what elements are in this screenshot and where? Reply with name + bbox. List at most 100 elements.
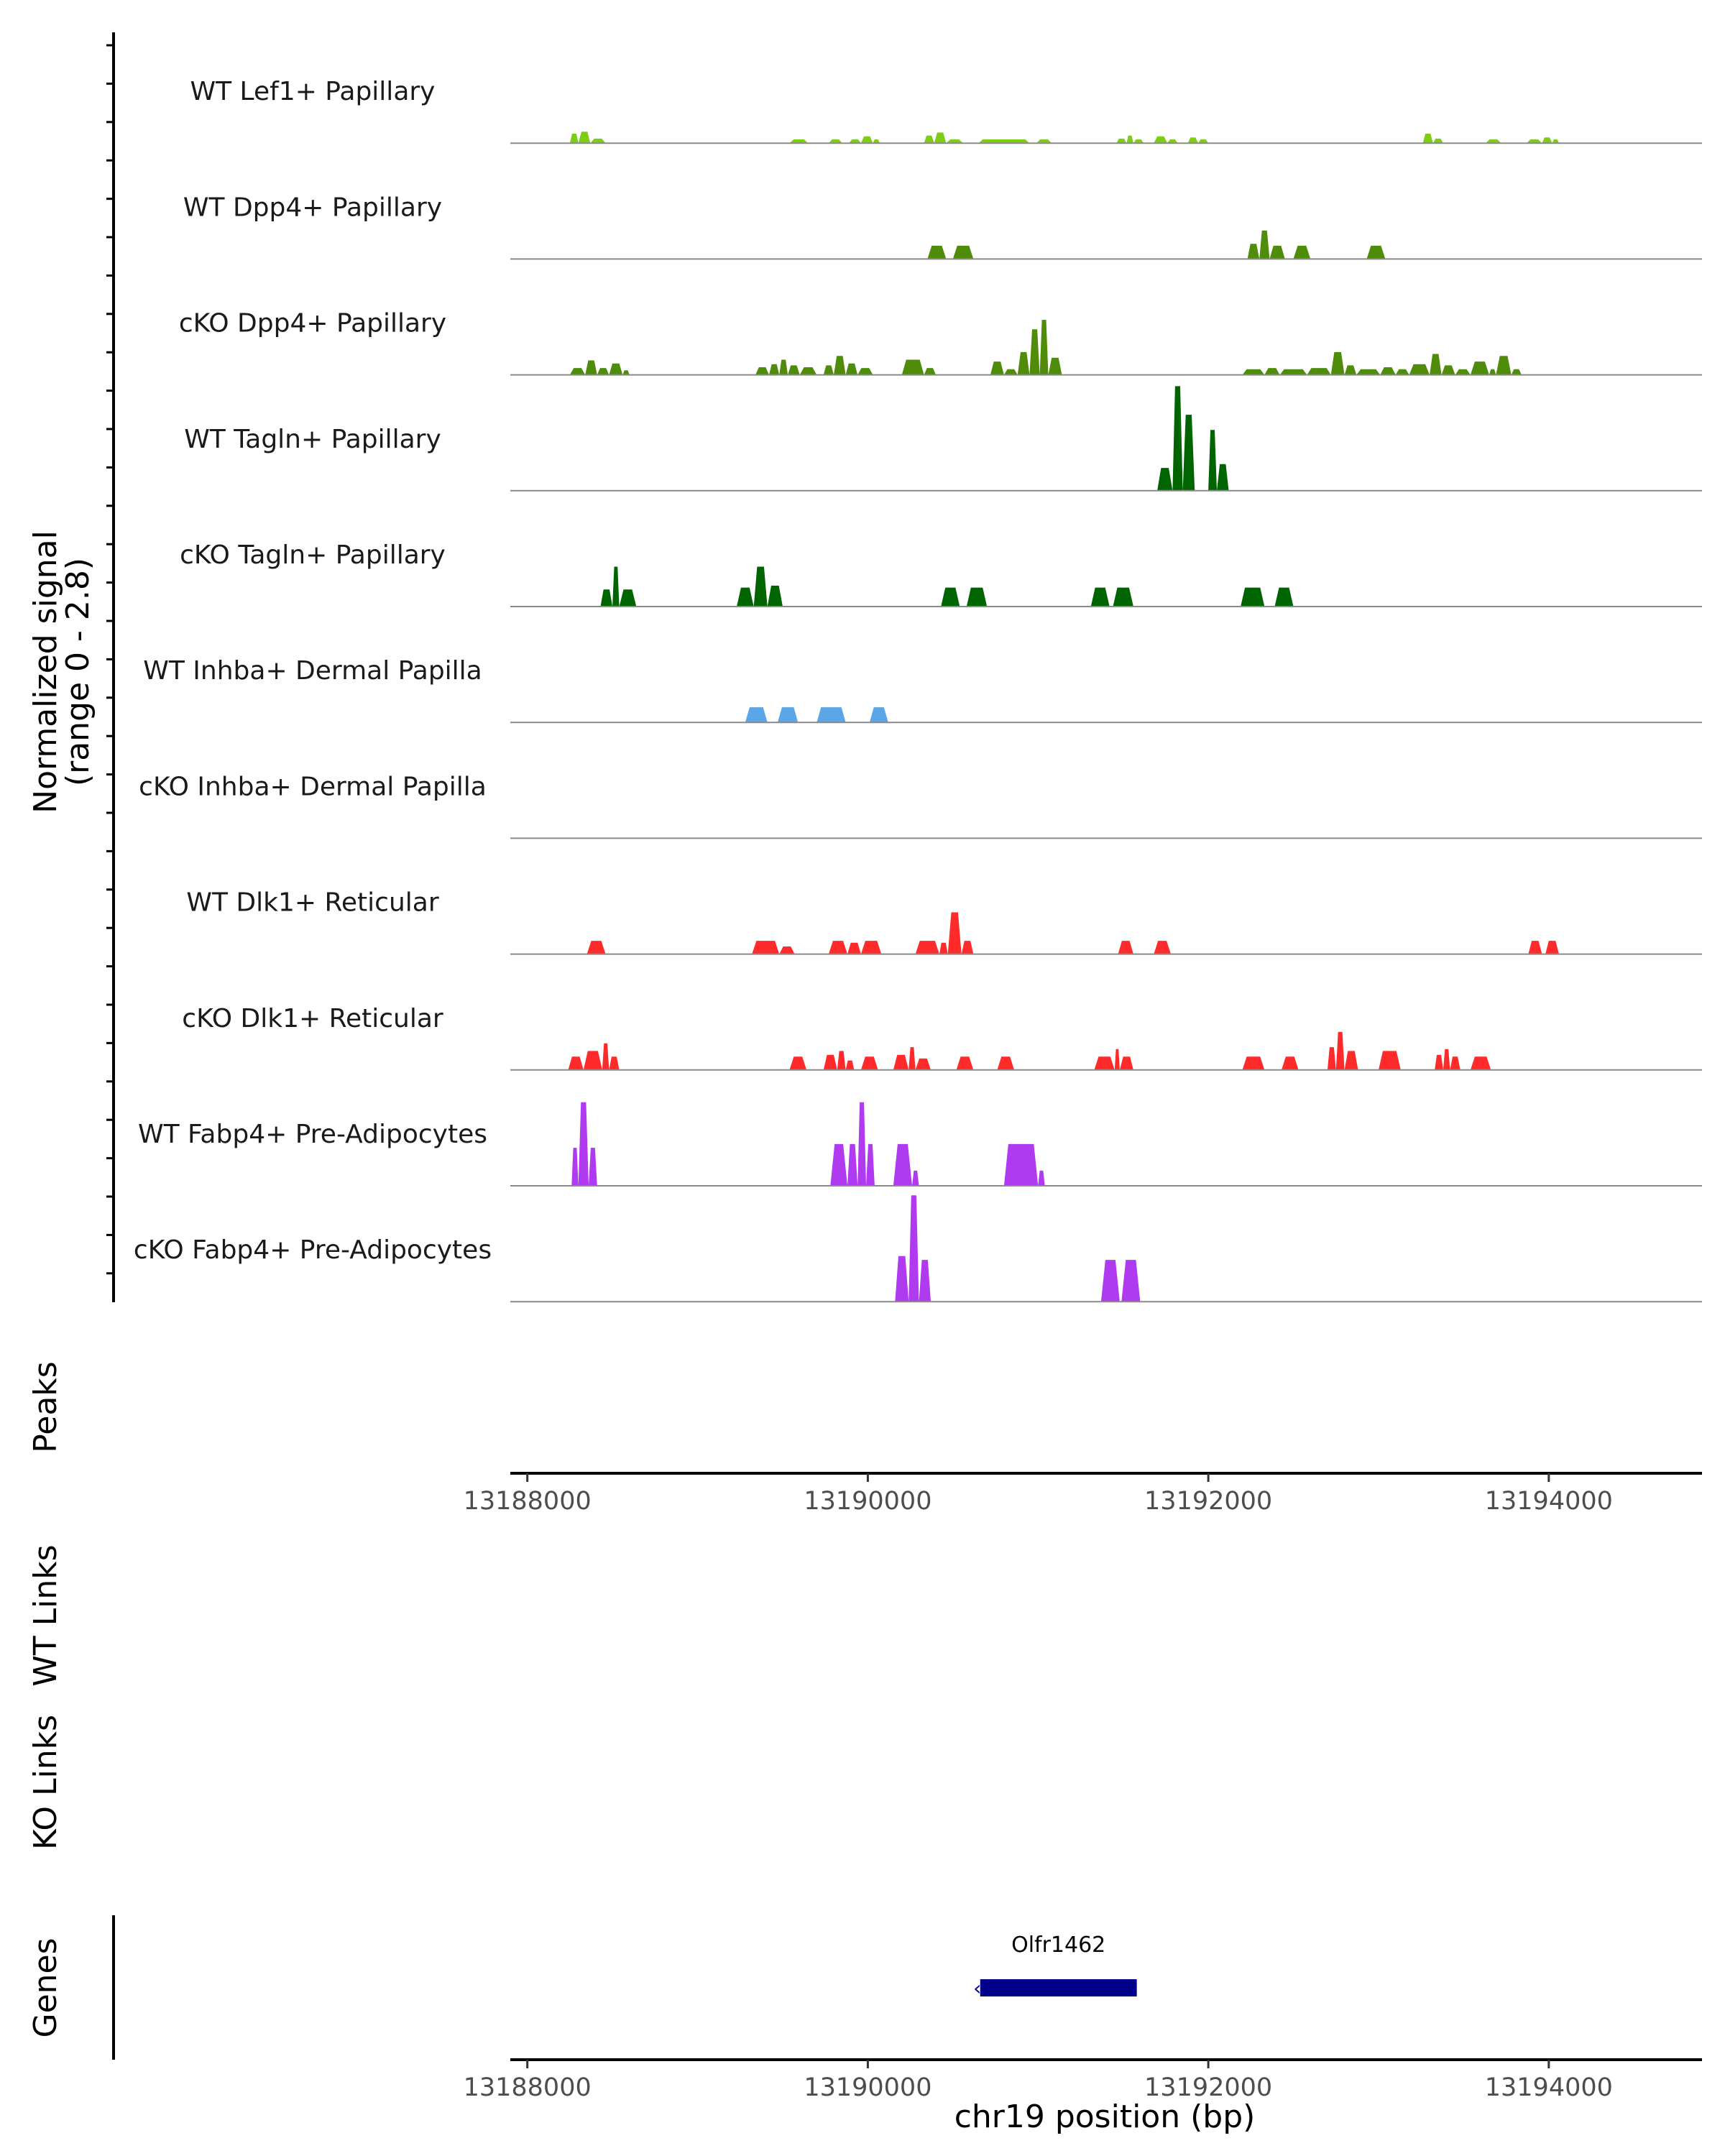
- signal-bar: [816, 707, 846, 723]
- strand-arrow-icon: ‹: [973, 1976, 981, 2000]
- signal-bar: [1470, 1056, 1491, 1070]
- signal-bar: [1395, 369, 1409, 375]
- signal-bar: [767, 585, 783, 607]
- signal-bar: [1217, 464, 1229, 491]
- signal-bar: [1118, 941, 1133, 954]
- signal-bar: [600, 589, 613, 607]
- x-tick-label: 13188000: [464, 1487, 592, 1516]
- signal-bar: [1100, 1260, 1120, 1302]
- gene-body: [980, 1979, 1137, 1996]
- signal-bar: [1167, 139, 1178, 144]
- signal-bar: [1441, 365, 1455, 375]
- signal-bar: [1269, 245, 1285, 259]
- signal-bar: [1154, 136, 1168, 144]
- gene-name: Olfr1462: [1011, 1932, 1105, 1958]
- signal-bar: [1017, 351, 1030, 375]
- signal-bar: [1264, 368, 1280, 375]
- signal-bar: [1029, 329, 1040, 375]
- signal-bar: [1113, 587, 1133, 607]
- signal-bar: [1003, 369, 1018, 375]
- signal-bar: [1552, 139, 1559, 144]
- signal-bar: [1172, 386, 1183, 491]
- signal-bar: [1114, 1049, 1120, 1070]
- signal-bar: [1247, 244, 1260, 259]
- track-label: cKO Dlk1+ Reticular: [182, 1004, 443, 1033]
- signal-bar: [893, 1143, 912, 1186]
- signal-bar: [823, 1054, 837, 1070]
- signal-bar: [1327, 1047, 1336, 1070]
- signal-bar: [1126, 135, 1133, 144]
- signal-bar: [860, 136, 873, 144]
- signal-bar: [1242, 369, 1265, 375]
- coverage-y-ticks: [106, 44, 114, 1275]
- signal-bar: [1182, 415, 1195, 491]
- signal-bar: [845, 1060, 855, 1070]
- signal-bar: [1038, 1170, 1045, 1186]
- signal-bar: [1208, 430, 1217, 491]
- signal-bar: [978, 139, 1030, 144]
- signal-bar: [1432, 138, 1443, 144]
- signal-bar: [857, 368, 873, 375]
- signal-bar: [1282, 1056, 1299, 1070]
- signal-bar: [908, 1195, 919, 1302]
- signal-bar: [828, 139, 842, 144]
- signal-bar: [952, 245, 974, 259]
- signal-bar: [956, 1056, 974, 1070]
- x-tick-label: 13188000: [464, 2073, 592, 2102]
- signal-bar: [895, 1256, 909, 1302]
- signal-bar: [1489, 369, 1496, 375]
- x-tick-label: 13194000: [1485, 1487, 1613, 1516]
- signal-bar: [823, 365, 834, 375]
- signal-bar: [847, 942, 861, 954]
- signal-bar: [845, 363, 858, 375]
- signal-bar: [834, 356, 846, 375]
- signal-bar: [799, 367, 817, 375]
- x-tick-label: 13190000: [804, 2073, 932, 2102]
- genes-label: Genes: [27, 1938, 64, 2037]
- coverage-ylabel-line2: (range 0 - 2.8): [60, 558, 96, 786]
- signal-bar: [612, 566, 620, 607]
- signal-bar: [569, 368, 586, 375]
- signal-bar: [1356, 369, 1381, 375]
- signal-bar: [1542, 137, 1552, 144]
- peaks-x-axis-ticks: 13188000 13190000 13192000 13194000: [464, 1473, 1613, 1516]
- signal-bar: [622, 370, 630, 375]
- signal-bar: [997, 1056, 1015, 1070]
- signal-bar: [1470, 361, 1489, 375]
- signal-bar: [753, 566, 768, 607]
- ko-links-label: KO Links: [27, 1715, 64, 1850]
- signal-bar: [828, 941, 847, 954]
- signal-bar: [857, 1102, 866, 1186]
- signal-bar: [779, 359, 788, 375]
- signal-bar: [941, 587, 960, 607]
- signal-bar: [1121, 1260, 1141, 1302]
- signal-bar: [585, 360, 597, 375]
- signal-bar: [1527, 139, 1542, 144]
- signal-bar: [924, 135, 934, 144]
- signal-bar: [830, 1143, 847, 1186]
- signal-bar: [873, 139, 880, 144]
- signal-bar: [915, 941, 939, 954]
- signal-bar: [1154, 941, 1171, 954]
- signal-bar: [1133, 139, 1144, 144]
- track-label: WT Tagln+ Papillary: [184, 425, 441, 454]
- signal-bar: [1511, 369, 1522, 375]
- signal-bar: [1366, 245, 1386, 259]
- signal-bar: [924, 368, 937, 375]
- signal-bar: [860, 941, 882, 954]
- x-tick-label: 13190000: [804, 1487, 932, 1516]
- signal-bar: [1422, 134, 1433, 144]
- signal-bar: [769, 364, 780, 375]
- signal-bar: [1094, 1056, 1115, 1070]
- signal-bar: [590, 138, 606, 144]
- signal-bar: [961, 941, 974, 954]
- signal-bar: [901, 359, 924, 375]
- track-labels: WT Lef1+ Papillary WT Dpp4+ Papillary cKO …: [134, 77, 492, 1265]
- wt-links-label: WT Links: [27, 1544, 64, 1686]
- signal-bar: [946, 139, 963, 144]
- signal-bar: [1187, 137, 1198, 144]
- signal-bar: [602, 1043, 610, 1070]
- signal-bar: [934, 132, 947, 144]
- signal-bar: [1344, 365, 1357, 375]
